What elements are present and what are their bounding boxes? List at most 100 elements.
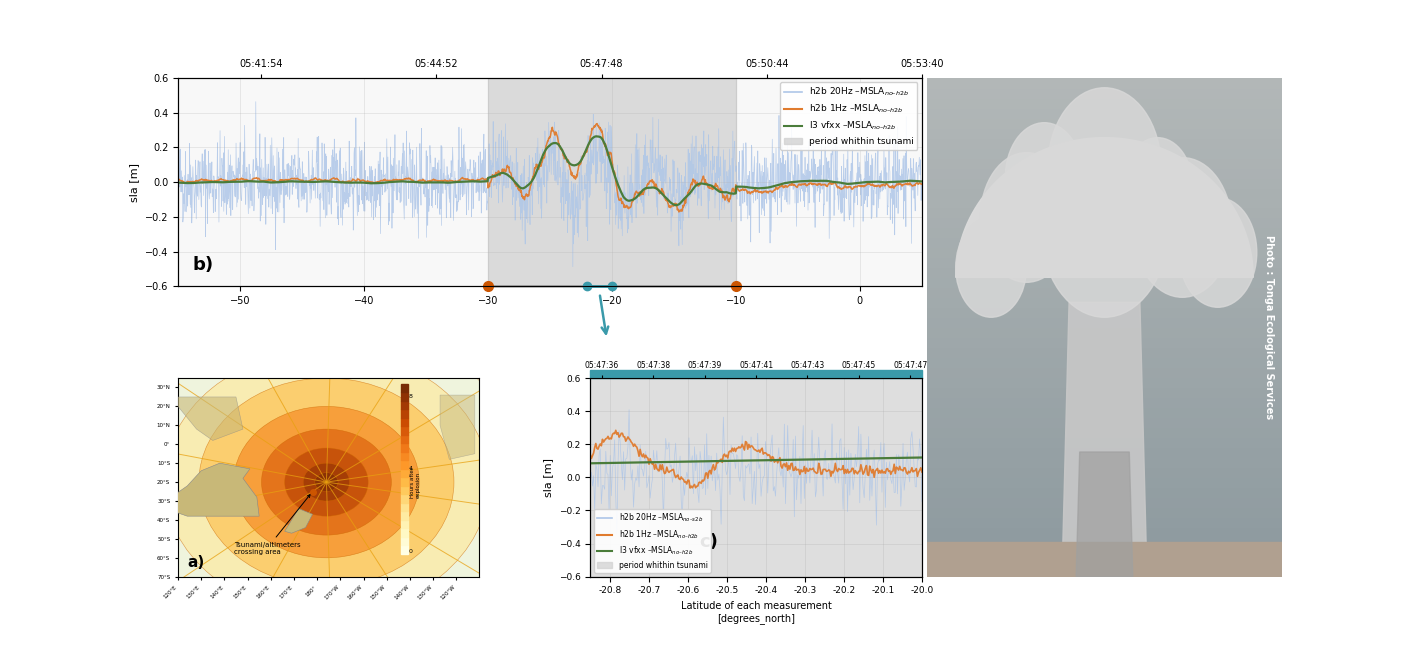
Polygon shape — [400, 452, 407, 460]
Bar — [927, 407, 1282, 417]
Circle shape — [956, 218, 1027, 318]
Bar — [927, 417, 1282, 427]
Circle shape — [164, 350, 488, 614]
Bar — [927, 297, 1282, 307]
Bar — [927, 547, 1282, 557]
Bar — [927, 487, 1282, 497]
Polygon shape — [400, 478, 407, 486]
Bar — [927, 98, 1282, 108]
Bar — [927, 357, 1282, 367]
Polygon shape — [400, 426, 407, 435]
Bar — [927, 198, 1282, 207]
Bar — [927, 318, 1282, 327]
Bar — [927, 347, 1282, 357]
Polygon shape — [285, 509, 312, 533]
Circle shape — [199, 378, 454, 586]
Bar — [927, 218, 1282, 227]
Bar — [927, 237, 1282, 248]
Text: 0: 0 — [409, 549, 413, 554]
Bar — [927, 118, 1282, 128]
Bar — [927, 397, 1282, 407]
Polygon shape — [927, 542, 1282, 577]
Circle shape — [262, 429, 392, 535]
Bar — [927, 387, 1282, 397]
Bar — [927, 287, 1282, 297]
Polygon shape — [400, 418, 407, 426]
Circle shape — [1041, 137, 1168, 318]
Circle shape — [1179, 198, 1257, 307]
Bar — [927, 327, 1282, 337]
Bar — [488, 78, 736, 286]
Text: 4: 4 — [409, 467, 413, 471]
Polygon shape — [1077, 452, 1134, 577]
Polygon shape — [400, 410, 407, 418]
Bar — [927, 497, 1282, 507]
Polygon shape — [400, 529, 407, 537]
Bar — [927, 78, 1282, 87]
Text: b): b) — [192, 256, 214, 273]
Bar — [927, 268, 1282, 277]
Y-axis label: sla [m]: sla [m] — [543, 458, 553, 497]
Text: Tsunami/altimeters
crossing area: Tsunami/altimeters crossing area — [234, 494, 310, 555]
Bar — [927, 537, 1282, 547]
Polygon shape — [400, 469, 407, 478]
Text: Hours after
explosion: Hours after explosion — [410, 467, 420, 498]
Text: 8: 8 — [409, 395, 413, 399]
Bar — [927, 507, 1282, 517]
Circle shape — [981, 153, 1072, 283]
Bar — [927, 227, 1282, 237]
Polygon shape — [400, 520, 407, 529]
Bar — [927, 248, 1282, 257]
Polygon shape — [400, 384, 407, 392]
Circle shape — [1134, 157, 1232, 297]
Bar — [927, 427, 1282, 437]
Circle shape — [1122, 137, 1193, 237]
Bar — [927, 157, 1282, 168]
Bar — [927, 87, 1282, 98]
Circle shape — [130, 321, 524, 643]
Polygon shape — [1062, 302, 1146, 577]
Polygon shape — [400, 537, 407, 546]
Bar — [927, 128, 1282, 137]
Bar — [927, 257, 1282, 268]
Polygon shape — [400, 494, 407, 503]
Circle shape — [285, 448, 369, 516]
Polygon shape — [400, 400, 407, 410]
Bar — [927, 187, 1282, 198]
Bar — [927, 367, 1282, 377]
Bar — [927, 467, 1282, 477]
Bar — [927, 517, 1282, 527]
X-axis label: Latitude of each measurement
[degrees_north]: Latitude of each measurement [degrees_no… — [681, 601, 832, 623]
Legend: h2b 20Hz –MSLA$_{no–h2b}$, h2b 1Hz –MSLA$_{no–h2b}$, I3 vfxx –MSLA$_{no–h2b}$, p: h2b 20Hz –MSLA$_{no–h2b}$, h2b 1Hz –MSLA… — [780, 82, 917, 150]
Y-axis label: sla [m]: sla [m] — [130, 163, 140, 202]
Bar — [927, 207, 1282, 218]
Bar — [927, 277, 1282, 287]
Circle shape — [1005, 122, 1084, 233]
Polygon shape — [956, 137, 1253, 277]
Polygon shape — [440, 395, 474, 459]
Bar — [927, 457, 1282, 467]
Bar — [927, 178, 1282, 187]
Polygon shape — [400, 435, 407, 443]
Bar — [927, 108, 1282, 118]
Bar — [927, 337, 1282, 347]
Polygon shape — [400, 460, 407, 469]
Bar — [927, 527, 1282, 537]
Bar — [927, 447, 1282, 457]
Bar — [927, 137, 1282, 148]
Polygon shape — [400, 392, 407, 400]
Bar — [927, 307, 1282, 318]
Circle shape — [315, 472, 337, 492]
Bar — [927, 437, 1282, 447]
Bar — [927, 148, 1282, 157]
Legend: h2b 20Hz –MSLA$_{no–s2b}$, h2b 1Hz –MSLA$_{no–h2b}$, I3 vfxx –MSLA$_{no–h2b}$, p: h2b 20Hz –MSLA$_{no–s2b}$, h2b 1Hz –MSLA… — [594, 509, 711, 573]
Polygon shape — [171, 463, 259, 516]
Polygon shape — [400, 443, 407, 452]
Bar — [927, 377, 1282, 387]
Polygon shape — [400, 486, 407, 494]
Polygon shape — [400, 546, 407, 554]
Circle shape — [234, 406, 419, 558]
FancyBboxPatch shape — [591, 370, 921, 378]
Polygon shape — [400, 503, 407, 511]
Bar — [927, 557, 1282, 567]
